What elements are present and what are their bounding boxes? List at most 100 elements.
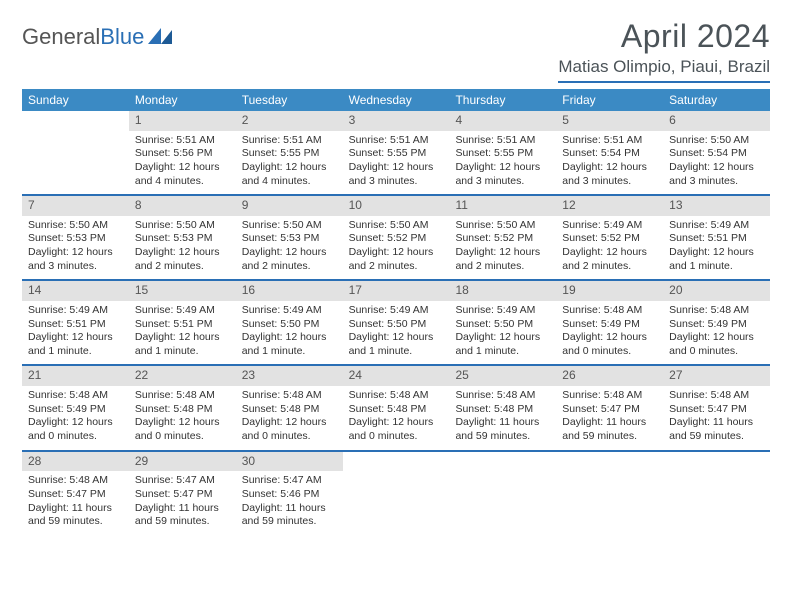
daylight-text: Daylight: 12 hours and 2 minutes. — [455, 246, 550, 273]
day-cell: 17Sunrise: 5:49 AMSunset: 5:50 PMDayligh… — [343, 281, 450, 364]
sunrise-text: Sunrise: 5:48 AM — [135, 389, 230, 403]
day-cell: 4Sunrise: 5:51 AMSunset: 5:55 PMDaylight… — [449, 111, 556, 194]
day-content: Sunrise: 5:51 AMSunset: 5:55 PMDaylight:… — [449, 131, 556, 195]
week-row: 7Sunrise: 5:50 AMSunset: 5:53 PMDaylight… — [22, 196, 770, 281]
daylight-text: Daylight: 11 hours and 59 minutes. — [135, 502, 230, 529]
weekday-tuesday: Tuesday — [236, 89, 343, 111]
day-content: Sunrise: 5:49 AMSunset: 5:50 PMDaylight:… — [236, 301, 343, 365]
day-number: 11 — [449, 196, 556, 216]
day-content: Sunrise: 5:49 AMSunset: 5:51 PMDaylight:… — [22, 301, 129, 365]
daylight-text: Daylight: 12 hours and 3 minutes. — [562, 161, 657, 188]
day-cell: 9Sunrise: 5:50 AMSunset: 5:53 PMDaylight… — [236, 196, 343, 279]
daylight-text: Daylight: 12 hours and 0 minutes. — [242, 416, 337, 443]
day-number: 25 — [449, 366, 556, 386]
day-cell: 7Sunrise: 5:50 AMSunset: 5:53 PMDaylight… — [22, 196, 129, 279]
day-content: Sunrise: 5:47 AMSunset: 5:47 PMDaylight:… — [129, 471, 236, 535]
daylight-text: Daylight: 12 hours and 0 minutes. — [669, 331, 764, 358]
day-number: 20 — [663, 281, 770, 301]
location: Matias Olimpio, Piaui, Brazil — [558, 57, 770, 83]
sunset-text: Sunset: 5:51 PM — [28, 318, 123, 332]
day-cell: 28Sunrise: 5:48 AMSunset: 5:47 PMDayligh… — [22, 452, 129, 535]
day-number: 19 — [556, 281, 663, 301]
header: GeneralBlue April 2024 Matias Olimpio, P… — [22, 18, 770, 83]
day-number: 13 — [663, 196, 770, 216]
week-row: 21Sunrise: 5:48 AMSunset: 5:49 PMDayligh… — [22, 366, 770, 451]
sunset-text: Sunset: 5:48 PM — [135, 403, 230, 417]
sunset-text: Sunset: 5:48 PM — [455, 403, 550, 417]
day-number: 5 — [556, 111, 663, 131]
daylight-text: Daylight: 12 hours and 1 minute. — [28, 331, 123, 358]
sunset-text: Sunset: 5:49 PM — [28, 403, 123, 417]
daylight-text: Daylight: 12 hours and 2 minutes. — [349, 246, 444, 273]
day-cell: 15Sunrise: 5:49 AMSunset: 5:51 PMDayligh… — [129, 281, 236, 364]
daylight-text: Daylight: 12 hours and 3 minutes. — [455, 161, 550, 188]
day-number: 14 — [22, 281, 129, 301]
sunrise-text: Sunrise: 5:51 AM — [562, 134, 657, 148]
daylight-text: Daylight: 12 hours and 1 minute. — [242, 331, 337, 358]
day-cell: 18Sunrise: 5:49 AMSunset: 5:50 PMDayligh… — [449, 281, 556, 364]
day-content: Sunrise: 5:50 AMSunset: 5:52 PMDaylight:… — [343, 216, 450, 280]
sunrise-text: Sunrise: 5:50 AM — [28, 219, 123, 233]
daylight-text: Daylight: 12 hours and 3 minutes. — [349, 161, 444, 188]
sunset-text: Sunset: 5:54 PM — [562, 147, 657, 161]
logo: GeneralBlue — [22, 18, 174, 50]
sunrise-text: Sunrise: 5:48 AM — [28, 474, 123, 488]
day-cell: 11Sunrise: 5:50 AMSunset: 5:52 PMDayligh… — [449, 196, 556, 279]
sunrise-text: Sunrise: 5:48 AM — [562, 304, 657, 318]
day-cell: 25Sunrise: 5:48 AMSunset: 5:48 PMDayligh… — [449, 366, 556, 449]
daylight-text: Daylight: 12 hours and 1 minute. — [349, 331, 444, 358]
sunset-text: Sunset: 5:49 PM — [562, 318, 657, 332]
day-number: 16 — [236, 281, 343, 301]
sunset-text: Sunset: 5:49 PM — [669, 318, 764, 332]
weeks-container: 1Sunrise: 5:51 AMSunset: 5:56 PMDaylight… — [22, 111, 770, 535]
triangle-icon — [148, 24, 174, 50]
weekday-wednesday: Wednesday — [343, 89, 450, 111]
day-cell: 3Sunrise: 5:51 AMSunset: 5:55 PMDaylight… — [343, 111, 450, 194]
day-content: Sunrise: 5:49 AMSunset: 5:50 PMDaylight:… — [449, 301, 556, 365]
day-content: Sunrise: 5:50 AMSunset: 5:52 PMDaylight:… — [449, 216, 556, 280]
day-content: Sunrise: 5:50 AMSunset: 5:53 PMDaylight:… — [22, 216, 129, 280]
sunrise-text: Sunrise: 5:48 AM — [562, 389, 657, 403]
day-content: Sunrise: 5:48 AMSunset: 5:49 PMDaylight:… — [556, 301, 663, 365]
sunrise-text: Sunrise: 5:50 AM — [349, 219, 444, 233]
day-cell: 19Sunrise: 5:48 AMSunset: 5:49 PMDayligh… — [556, 281, 663, 364]
day-cell: 14Sunrise: 5:49 AMSunset: 5:51 PMDayligh… — [22, 281, 129, 364]
sunrise-text: Sunrise: 5:48 AM — [669, 389, 764, 403]
sunset-text: Sunset: 5:50 PM — [455, 318, 550, 332]
weekday-row: SundayMondayTuesdayWednesdayThursdayFrid… — [22, 89, 770, 111]
day-content: Sunrise: 5:51 AMSunset: 5:55 PMDaylight:… — [236, 131, 343, 195]
sunset-text: Sunset: 5:52 PM — [349, 232, 444, 246]
day-content: Sunrise: 5:51 AMSunset: 5:55 PMDaylight:… — [343, 131, 450, 195]
day-cell: 24Sunrise: 5:48 AMSunset: 5:48 PMDayligh… — [343, 366, 450, 449]
sunset-text: Sunset: 5:47 PM — [669, 403, 764, 417]
day-cell: 27Sunrise: 5:48 AMSunset: 5:47 PMDayligh… — [663, 366, 770, 449]
sunrise-text: Sunrise: 5:51 AM — [135, 134, 230, 148]
weekday-sunday: Sunday — [22, 89, 129, 111]
sunrise-text: Sunrise: 5:48 AM — [669, 304, 764, 318]
sunrise-text: Sunrise: 5:48 AM — [242, 389, 337, 403]
sunrise-text: Sunrise: 5:48 AM — [349, 389, 444, 403]
sunset-text: Sunset: 5:47 PM — [135, 488, 230, 502]
week-row: 14Sunrise: 5:49 AMSunset: 5:51 PMDayligh… — [22, 281, 770, 366]
day-cell: 21Sunrise: 5:48 AMSunset: 5:49 PMDayligh… — [22, 366, 129, 449]
day-number: 17 — [343, 281, 450, 301]
day-number: 8 — [129, 196, 236, 216]
sunset-text: Sunset: 5:53 PM — [242, 232, 337, 246]
day-cell: 13Sunrise: 5:49 AMSunset: 5:51 PMDayligh… — [663, 196, 770, 279]
day-content: Sunrise: 5:47 AMSunset: 5:46 PMDaylight:… — [236, 471, 343, 535]
day-content: Sunrise: 5:48 AMSunset: 5:48 PMDaylight:… — [449, 386, 556, 450]
day-content: Sunrise: 5:48 AMSunset: 5:47 PMDaylight:… — [22, 471, 129, 535]
sunset-text: Sunset: 5:51 PM — [135, 318, 230, 332]
day-number: 4 — [449, 111, 556, 131]
day-cell: 2Sunrise: 5:51 AMSunset: 5:55 PMDaylight… — [236, 111, 343, 194]
day-number: 3 — [343, 111, 450, 131]
daylight-text: Daylight: 12 hours and 0 minutes. — [562, 331, 657, 358]
week-row: 28Sunrise: 5:48 AMSunset: 5:47 PMDayligh… — [22, 452, 770, 535]
month-title: April 2024 — [558, 18, 770, 55]
day-content: Sunrise: 5:49 AMSunset: 5:51 PMDaylight:… — [663, 216, 770, 280]
sunset-text: Sunset: 5:52 PM — [562, 232, 657, 246]
day-cell: 10Sunrise: 5:50 AMSunset: 5:52 PMDayligh… — [343, 196, 450, 279]
day-cell — [343, 452, 450, 535]
day-content: Sunrise: 5:51 AMSunset: 5:56 PMDaylight:… — [129, 131, 236, 195]
daylight-text: Daylight: 12 hours and 2 minutes. — [242, 246, 337, 273]
